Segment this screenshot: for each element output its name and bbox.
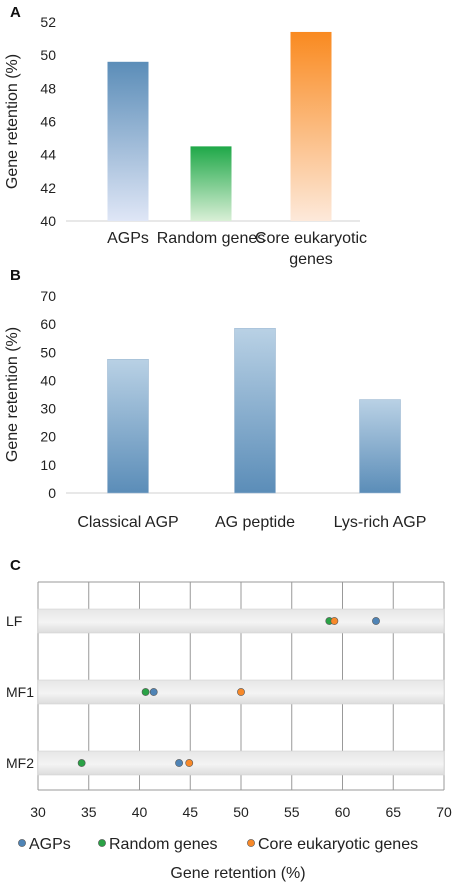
panel-c-point-agps-lf bbox=[372, 617, 380, 625]
panel-a-ytick-48: 48 bbox=[40, 80, 56, 96]
panel-a-ytick-42: 42 bbox=[40, 180, 56, 196]
panel-b-xtick-2: AG peptide bbox=[215, 514, 295, 531]
panel-c-row-band-lf bbox=[37, 608, 445, 634]
panel-a-xtick-3-line-2: genes bbox=[289, 251, 333, 268]
panel-a-ytick-46: 46 bbox=[40, 114, 56, 130]
panel-label-b: B bbox=[10, 267, 21, 284]
panel-a-ytick-50: 50 bbox=[40, 47, 56, 63]
panel-c-row-label-lf: LF bbox=[6, 613, 22, 629]
panel-label-c: C bbox=[10, 557, 21, 574]
panel-a-ytick-52: 52 bbox=[40, 14, 56, 30]
panel-a-ytick-44: 44 bbox=[40, 147, 56, 163]
panel-a-xtick-1: AGPs bbox=[107, 230, 149, 247]
panel-c-row-band-mf2 bbox=[37, 750, 445, 776]
panel-a-ylabel: Gene retention (%) bbox=[4, 54, 21, 189]
panel-c-xtick-55: 55 bbox=[284, 804, 300, 820]
panel-b-ytick-0: 0 bbox=[48, 485, 56, 501]
panel-b-xtick-1: Classical AGP bbox=[77, 514, 178, 531]
panel-c-xtick-30: 30 bbox=[30, 804, 46, 820]
panel-b-ytick-10: 10 bbox=[40, 457, 56, 473]
panel-c-xtick-35: 35 bbox=[81, 804, 97, 820]
legend-label-1: AGPs bbox=[29, 836, 71, 853]
panel-b-ytick-60: 60 bbox=[40, 316, 56, 332]
panel-c-xlabel: Gene retention (%) bbox=[170, 865, 305, 882]
panel-c-row-label-mf1: MF1 bbox=[6, 684, 34, 700]
panel-c-point-agps-mf1 bbox=[149, 688, 158, 696]
panel-b-ylabel: Gene retention (%) bbox=[4, 327, 21, 462]
panel-a-bar-1 bbox=[107, 61, 149, 221]
panel-c-row-label-mf2: MF2 bbox=[6, 755, 34, 771]
panel-b-ytick-20: 20 bbox=[40, 429, 56, 445]
panel-c-point-core-eukaryotic-genes-lf bbox=[330, 617, 339, 625]
panel-b-ytick-50: 50 bbox=[40, 344, 56, 360]
panel-c-xtick-60: 60 bbox=[335, 804, 351, 820]
panel-b-xtick-3: Lys-rich AGP bbox=[334, 514, 427, 531]
legend-label-2: Random genes bbox=[109, 836, 218, 853]
panel-c-xtick-40: 40 bbox=[132, 804, 148, 820]
panel-label-a: A bbox=[10, 4, 21, 21]
panel-b-ytick-40: 40 bbox=[40, 372, 56, 388]
legend-label-3: Core eukaryotic genes bbox=[258, 836, 418, 853]
panel-c-point-random-genes-mf1 bbox=[141, 688, 150, 696]
legend-marker-3 bbox=[247, 839, 255, 847]
panel-a-xtick-2: Random genes bbox=[157, 230, 266, 247]
panel-c-xtick-50: 50 bbox=[233, 804, 249, 820]
panel-c-point-core-eukaryotic-genes-mf2 bbox=[185, 759, 194, 767]
panel-a-bar-2 bbox=[190, 146, 232, 221]
panel-a-bar-3 bbox=[290, 31, 332, 222]
legend-marker-1 bbox=[18, 839, 26, 847]
panel-b-bar-3 bbox=[359, 399, 401, 494]
panel-c-xtick-70: 70 bbox=[436, 804, 452, 820]
panel-b-ytick-30: 30 bbox=[40, 401, 56, 417]
panel-a-ytick-40: 40 bbox=[40, 213, 56, 229]
panel-a-xtick-3-line-1: Core eukaryotic bbox=[255, 230, 367, 247]
panel-c-xtick-45: 45 bbox=[182, 804, 198, 820]
panel-c-point-core-eukaryotic-genes-mf1 bbox=[237, 688, 245, 696]
panel-c-xtick-65: 65 bbox=[385, 804, 401, 820]
panel-c-point-agps-mf2 bbox=[175, 759, 183, 767]
panel-b-bar-1 bbox=[107, 359, 149, 494]
legend-marker-2 bbox=[98, 839, 106, 847]
panel-b-bar-2 bbox=[234, 328, 276, 494]
panel-b-ytick-70: 70 bbox=[40, 288, 56, 304]
panel-c-point-random-genes-mf2 bbox=[77, 759, 86, 767]
